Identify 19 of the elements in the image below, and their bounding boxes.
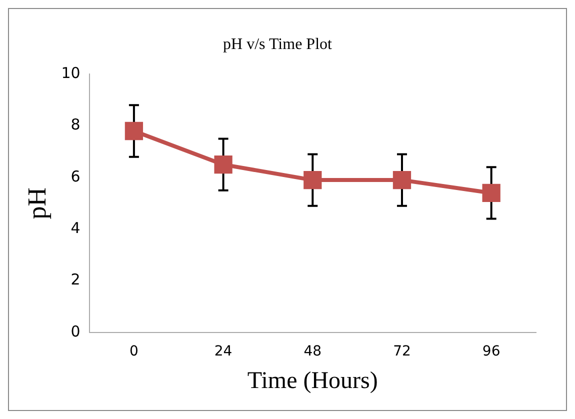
- y-tick-label: 2: [70, 270, 80, 289]
- y-tick-label: 0: [70, 322, 80, 340]
- x-tick-label: 0: [129, 343, 138, 360]
- chart-title: pH v/s Time Plot: [223, 36, 333, 53]
- point: [214, 156, 232, 174]
- y-tick-label: 6: [70, 167, 80, 186]
- point: [482, 184, 500, 202]
- y-tick-label: 10: [61, 64, 80, 82]
- x-tick-label: 72: [393, 343, 411, 360]
- x-tick-label: 96: [482, 343, 500, 360]
- x-tick-label: 24: [214, 343, 232, 360]
- point: [392, 170, 412, 190]
- y-tick-label: 8: [70, 116, 80, 134]
- x-axis-title: Time (Hours): [247, 368, 378, 394]
- point: [304, 170, 322, 190]
- y-axis-title: pH: [22, 187, 52, 220]
- x-tick-label: 48: [304, 343, 322, 360]
- point: [124, 122, 144, 140]
- y-tick-label: 4: [70, 219, 80, 238]
